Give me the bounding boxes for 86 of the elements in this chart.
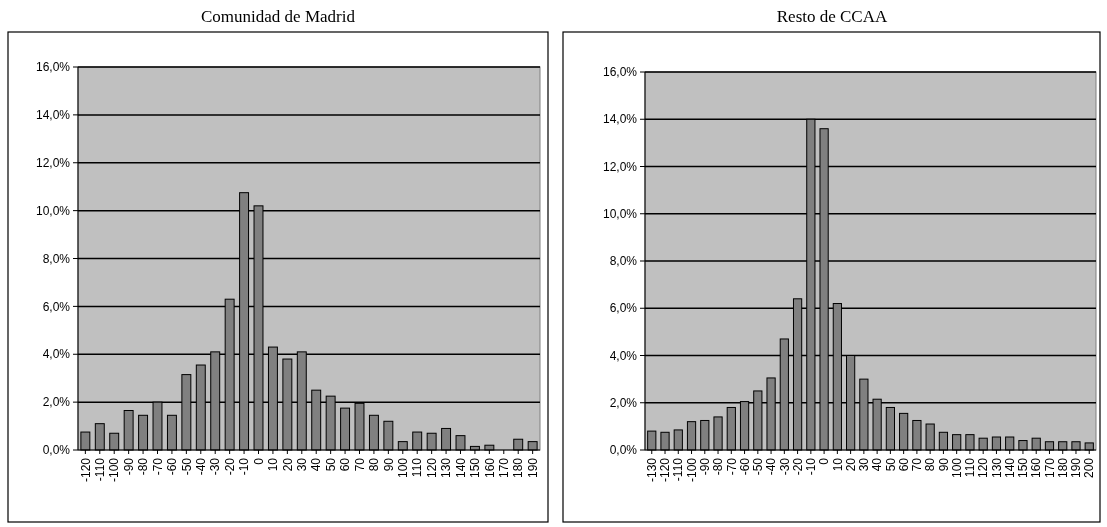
- x-tick-label: 170: [496, 457, 511, 479]
- x-tick-label: 160: [482, 457, 497, 479]
- x-tick-label: -10: [804, 457, 819, 476]
- x-tick-label: -10: [237, 457, 252, 476]
- x-tick-label: -70: [150, 457, 165, 476]
- x-tick-label: 80: [923, 457, 938, 472]
- x-tick-label: -70: [724, 457, 739, 476]
- x-tick-label: -110: [671, 457, 686, 482]
- x-tick-label: 90: [381, 457, 396, 472]
- x-tick-label: 60: [338, 457, 353, 472]
- y-tick-label: 0,0%: [42, 443, 71, 458]
- x-tick-label: -120: [78, 457, 93, 483]
- x-tick-label: 120: [976, 457, 991, 479]
- x-tick-label: 80: [367, 457, 382, 472]
- x-tick-label: 100: [395, 457, 410, 479]
- x-tick-label: 20: [843, 457, 858, 472]
- x-tick-label: -120: [658, 457, 673, 483]
- y-tick-label: 14,0%: [602, 112, 638, 127]
- y-tick-label: 6,0%: [42, 299, 71, 314]
- x-tick-label: 140: [453, 457, 468, 479]
- x-tick-label: -50: [751, 457, 766, 476]
- x-tick-label: 140: [1002, 457, 1017, 479]
- x-tick-label: -90: [121, 457, 136, 476]
- y-tick-label: 10,0%: [35, 203, 71, 218]
- x-tick-label: 110: [410, 457, 425, 478]
- x-tick-label: -90: [697, 457, 712, 476]
- x-tick-label: -100: [684, 457, 699, 483]
- x-tick-label: -40: [764, 457, 779, 476]
- x-tick-label: 190: [1069, 457, 1084, 479]
- x-tick-label: 180: [1055, 457, 1070, 479]
- y-tick-label: 10,0%: [602, 206, 638, 221]
- y-tick-label: 6,0%: [609, 301, 638, 316]
- x-tick-label: 20: [280, 457, 295, 472]
- x-tick-label: 110: [963, 457, 978, 478]
- x-tick-label: 150: [1016, 457, 1031, 479]
- y-tick-label: 0,0%: [609, 443, 638, 458]
- x-tick-label: 90: [936, 457, 951, 472]
- x-tick-label: 170: [1042, 457, 1057, 479]
- y-tick-label: 8,0%: [42, 251, 71, 266]
- x-tick-label: 10: [266, 457, 281, 472]
- y-tick-label: 12,0%: [35, 155, 71, 170]
- y-tick-label: 4,0%: [42, 347, 71, 362]
- x-tick-label: -20: [222, 457, 237, 476]
- x-tick-label: -20: [790, 457, 805, 476]
- x-tick-label: 160: [1029, 457, 1044, 479]
- x-tick-label: 50: [323, 457, 338, 472]
- x-tick-label: 130: [439, 457, 454, 479]
- x-tick-label: -40: [193, 457, 208, 476]
- x-tick-label: 40: [309, 457, 324, 472]
- y-tick-label: 4,0%: [609, 348, 638, 363]
- y-tick-label: 16,0%: [35, 60, 71, 75]
- y-tick-label: 8,0%: [609, 254, 638, 269]
- x-tick-label: 10: [830, 457, 845, 472]
- x-tick-label: -30: [777, 457, 792, 476]
- x-tick-label: 0: [817, 457, 832, 465]
- x-tick-label: 190: [525, 457, 540, 479]
- chart-title: Comunidad de Madrid: [201, 7, 356, 26]
- x-tick-label: 100: [949, 457, 964, 479]
- x-tick-label: -130: [644, 457, 659, 483]
- x-tick-label: 120: [424, 457, 439, 479]
- x-tick-label: 70: [352, 457, 367, 472]
- x-tick-label: -60: [165, 457, 180, 476]
- y-tick-label: 2,0%: [42, 395, 71, 410]
- x-tick-label: -80: [711, 457, 726, 476]
- y-tick-label: 14,0%: [35, 108, 71, 123]
- x-tick-label: 200: [1082, 457, 1097, 479]
- x-tick-label: 150: [468, 457, 483, 479]
- x-tick-label: -80: [136, 457, 151, 476]
- chart-title: Resto de CCAA: [776, 7, 888, 26]
- x-tick-label: 30: [294, 457, 309, 472]
- x-tick-label: 60: [896, 457, 911, 472]
- x-tick-label: -50: [179, 457, 194, 476]
- x-tick-label: 50: [883, 457, 898, 472]
- x-tick-label: -60: [737, 457, 752, 476]
- x-tick-label: -30: [208, 457, 223, 476]
- x-tick-label: 130: [989, 457, 1004, 479]
- x-tick-label: 0: [251, 457, 266, 465]
- y-tick-label: 16,0%: [602, 65, 638, 80]
- y-tick-label: 12,0%: [602, 159, 638, 174]
- x-tick-label: 180: [511, 457, 526, 479]
- x-tick-label: -100: [107, 457, 122, 483]
- y-tick-label: 2,0%: [609, 395, 638, 410]
- x-tick-label: 30: [857, 457, 872, 472]
- x-tick-label: -110: [92, 457, 107, 482]
- x-tick-label: 70: [910, 457, 925, 472]
- x-tick-label: 40: [870, 457, 885, 472]
